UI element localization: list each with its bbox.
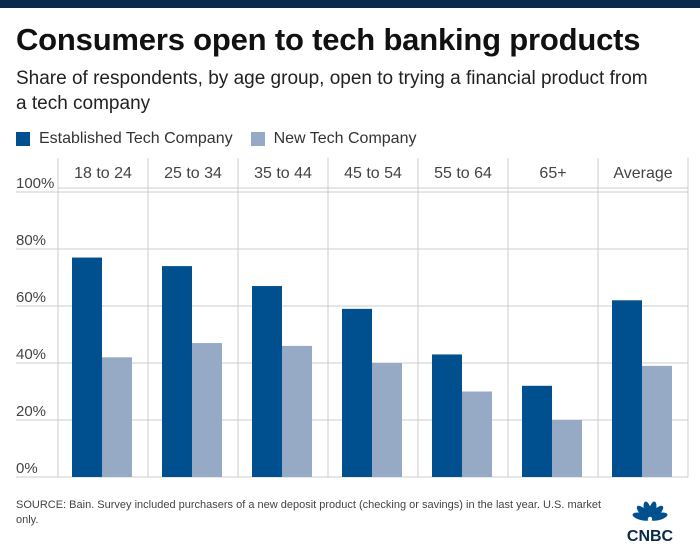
x-category-label: 35 to 44: [254, 165, 312, 182]
x-category-label: 65+: [539, 165, 566, 182]
y-tick-label: 40%: [16, 346, 46, 363]
bar-established: [162, 266, 192, 477]
top-accent-bar: [0, 0, 700, 8]
source-note: SOURCE: Bain. Survey included purchasers…: [16, 499, 602, 526]
bar-new: [372, 363, 402, 477]
bar-new: [552, 420, 582, 477]
y-tick-label: 20%: [16, 403, 46, 420]
y-tick-label: 80%: [16, 232, 46, 249]
bar-new: [102, 357, 132, 477]
x-category-label: 25 to 34: [164, 165, 222, 182]
x-category-label: 55 to 64: [434, 165, 492, 182]
legend-label-established: Established Tech Company: [39, 130, 233, 147]
bar-new: [462, 391, 492, 477]
x-category-label: Average: [613, 165, 672, 182]
bar-established: [612, 300, 642, 477]
y-tick-label: 0%: [16, 460, 38, 477]
chart-subtitle: Share of respondents, by age group, open…: [16, 68, 648, 114]
peacock-icon: [632, 501, 668, 522]
bar-new: [192, 343, 222, 477]
x-category-label: 45 to 54: [344, 165, 402, 182]
y-tick-label: 100%: [16, 175, 54, 192]
chart-title: Consumers open to tech banking products: [16, 22, 641, 57]
legend-swatch-new: [250, 132, 265, 146]
legend-label-new: New Tech Company: [273, 130, 417, 147]
bar-established: [432, 354, 462, 477]
bar-established: [522, 385, 552, 477]
legend-item-new: New Tech Company: [250, 130, 417, 148]
bar-new: [282, 345, 312, 477]
legend-item-established: Established Tech Company: [16, 130, 233, 148]
bar-established: [252, 286, 282, 477]
bar-new: [642, 365, 672, 477]
legend-swatch-established: [16, 132, 30, 146]
x-category-label: 18 to 24: [74, 165, 132, 182]
bar-chart: 100% 80% 60% 40% 20% 0% 18 to 24 25 to 34 35 to …: [16, 158, 689, 478]
bar-established: [342, 308, 372, 477]
y-tick-label: 60%: [16, 289, 46, 306]
cnbc-wordmark: CNBC: [627, 528, 674, 544]
bar-established: [72, 257, 102, 477]
legend: Established Tech Company New Tech Compan…: [16, 129, 434, 149]
cnbc-peacock-logo: CNBC: [627, 501, 674, 544]
